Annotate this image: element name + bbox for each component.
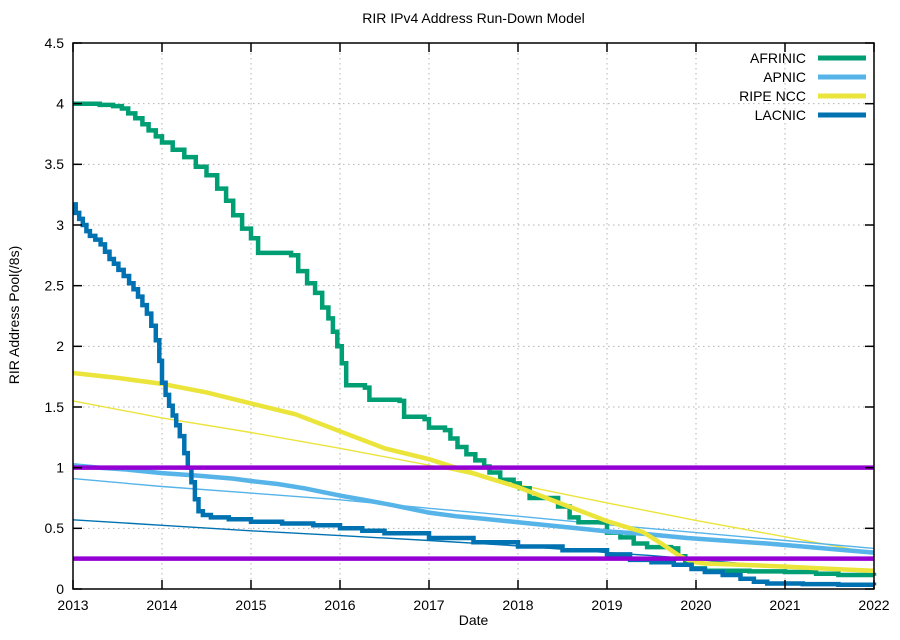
chart-title: RIR IPv4 Address Run-Down Model xyxy=(362,10,585,26)
x-tick-label: 2020 xyxy=(680,597,711,613)
legend-label-afrinic: AFRINIC xyxy=(750,50,806,66)
x-tick-label: 2014 xyxy=(146,597,177,613)
y-tick-label: 0.5 xyxy=(45,520,65,536)
series-apnic-line xyxy=(72,462,875,555)
x-tick-label: 2013 xyxy=(57,597,88,613)
legend-label-ripe-ncc: RIPE NCC xyxy=(739,88,806,104)
legend-label-apnic: APNIC xyxy=(763,69,806,85)
x-tick-label: 2016 xyxy=(324,597,355,613)
y-tick-label: 1.5 xyxy=(45,399,65,415)
series-lacnic-model-line xyxy=(72,519,875,571)
series-afrinic-line xyxy=(73,101,877,578)
x-tick-label: 2018 xyxy=(502,597,533,613)
y-tick-label: 3.5 xyxy=(45,156,65,172)
y-tick-label: 1 xyxy=(56,460,64,476)
plot-border xyxy=(72,42,875,590)
series-apnic-model-line xyxy=(72,477,875,550)
y-tick-label: 0 xyxy=(56,581,64,597)
y-tick-label: 2 xyxy=(56,338,64,354)
x-tick-label: 2021 xyxy=(769,597,800,613)
y-tick-label: 3 xyxy=(56,217,64,233)
legend-label-lacnic: LACNIC xyxy=(755,107,806,123)
x-axis-label: Date xyxy=(458,612,489,628)
y-tick-label: 4 xyxy=(56,96,64,112)
x-tick-label: 2022 xyxy=(858,597,889,613)
series-ripe-ncc-line xyxy=(72,370,875,574)
x-tick-label: 2019 xyxy=(591,597,622,613)
y-tick-label: 4.5 xyxy=(45,35,65,51)
y-tick-label: 2.5 xyxy=(45,278,65,294)
x-tick-label: 2017 xyxy=(413,597,444,613)
y-axis-label: RIR Address Pool(/8s) xyxy=(6,245,22,385)
x-tick-label: 2015 xyxy=(235,597,266,613)
